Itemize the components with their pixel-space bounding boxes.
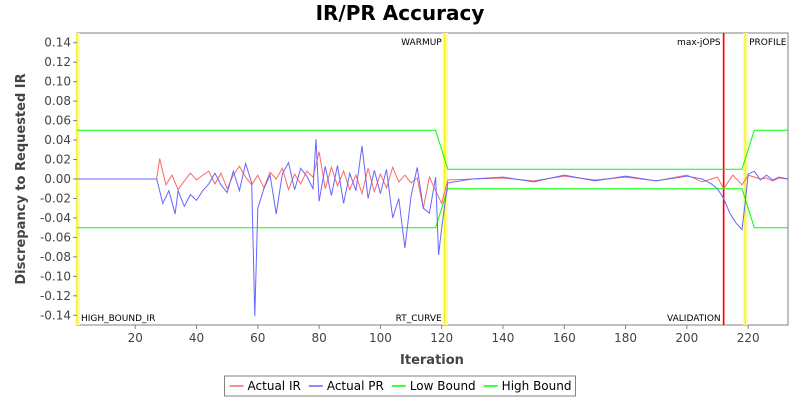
marker-label: max-jOPS: [677, 38, 721, 48]
y-tick-label: 0.06: [44, 114, 71, 128]
y-tick-label: -0.02: [40, 191, 71, 205]
marker-label: VALIDATION: [667, 314, 721, 324]
y-tick-label: 0.02: [44, 153, 71, 167]
series-lines: [77, 129, 789, 317]
y-tick-label: 0.12: [44, 55, 71, 69]
legend-entry: High Bound: [502, 379, 572, 393]
marker-label: PROFILE: [749, 38, 787, 48]
plot-area: [76, 32, 789, 326]
x-tick-label: 220: [737, 331, 760, 345]
y-tick-label: -0.08: [40, 250, 71, 264]
x-tick-label: 100: [369, 331, 392, 345]
x-tick-label: 20: [128, 331, 143, 345]
legend-entry: Actual IR: [248, 379, 301, 393]
y-tick-label: 0.08: [44, 94, 71, 108]
y-tick-label: -0.06: [40, 230, 71, 244]
legend: Actual IR Actual PR Low Bound High Bound: [224, 375, 576, 397]
y-tick-label: 0.04: [44, 133, 71, 147]
x-axis-ticks: 20 40 60 80 100 120 140 160 180 200 220: [128, 325, 760, 345]
y-axis-label: Discrepancy to Requested IR: [14, 73, 29, 284]
series-line-actual-pr: [77, 139, 789, 317]
marker-label: WARMUP: [401, 38, 442, 48]
y-axis-ticks: -0.14 -0.12 -0.10 -0.08 -0.06 -0.04 -0.02 0.00 0…: [40, 36, 77, 322]
y-tick-label: -0.04: [40, 211, 71, 225]
chart-title: IR/PR Accuracy: [316, 1, 485, 25]
legend-entry: Actual PR: [327, 379, 384, 393]
x-tick-label: 120: [430, 331, 453, 345]
x-tick-label: 180: [614, 331, 637, 345]
y-tick-label: 0.14: [44, 36, 71, 50]
x-axis-label: Iteration: [400, 353, 464, 368]
y-tick-label: 0.10: [44, 75, 71, 89]
y-tick-label: -0.12: [40, 289, 71, 303]
x-tick-label: 200: [675, 331, 698, 345]
x-tick-label: 40: [189, 331, 204, 345]
x-tick-label: 160: [553, 331, 576, 345]
marker-label: RT_CURVE: [396, 314, 442, 324]
x-tick-label: 140: [492, 331, 515, 345]
x-tick-label: 60: [250, 331, 265, 345]
x-tick-label: 80: [311, 331, 326, 345]
marker-label: HIGH_BOUND_IR: [81, 314, 155, 324]
y-tick-label: -0.10: [40, 269, 71, 283]
legend-entry: Low Bound: [410, 379, 476, 393]
y-tick-label: -0.14: [40, 308, 71, 322]
y-tick-label: 0.00: [44, 172, 71, 186]
series-line-low-bound: [77, 188, 788, 229]
series-line-high-bound: [77, 129, 788, 170]
